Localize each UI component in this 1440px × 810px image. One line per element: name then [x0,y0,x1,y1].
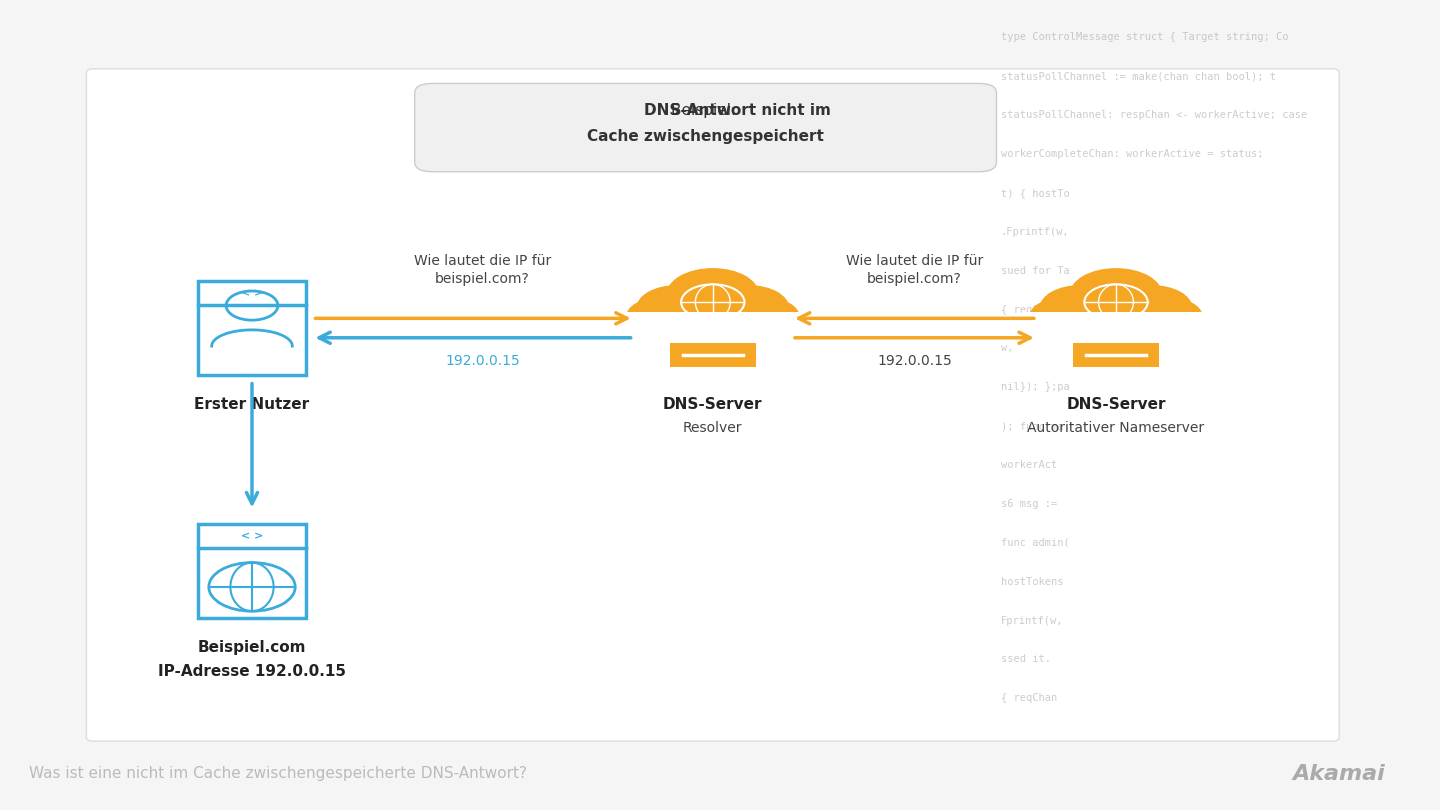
Text: Wie lautet die IP für
beispiel.com?: Wie lautet die IP für beispiel.com? [413,254,552,286]
Text: Erster Nutzer: Erster Nutzer [194,397,310,412]
Text: DNS-Server: DNS-Server [662,397,763,412]
Circle shape [1040,285,1120,330]
Text: < >: < > [240,531,264,541]
Text: Cache zwischengespeichert: Cache zwischengespeichert [588,129,824,144]
Text: s6 msg :=: s6 msg := [1001,499,1057,509]
Text: { reqChan: { reqChan [1001,305,1057,314]
Circle shape [736,298,799,334]
Text: { reqChan: { reqChan [1001,693,1057,703]
Text: 192.0.0.15: 192.0.0.15 [445,354,520,368]
Circle shape [667,268,759,320]
Text: Beispiel:: Beispiel: [671,103,740,118]
Text: Fprintf(w,: Fprintf(w, [1001,616,1063,625]
FancyBboxPatch shape [670,343,756,367]
Text: func admin(: func admin( [1001,538,1070,548]
Text: Autoritativer Nameserver: Autoritativer Nameserver [1027,421,1205,435]
Text: Akamai: Akamai [1293,764,1385,783]
Text: ssed it.: ssed it. [1001,654,1051,664]
Circle shape [636,285,717,330]
Text: workerCompleteChan: workerActive = status;: workerCompleteChan: workerActive = statu… [1001,149,1263,159]
FancyBboxPatch shape [1073,343,1159,367]
Text: 192.0.0.15: 192.0.0.15 [877,354,952,368]
Circle shape [708,285,789,330]
Text: t) { hostTo: t) { hostTo [1001,188,1070,198]
Circle shape [1070,268,1162,320]
Text: ); func ma: ); func ma [1001,421,1063,431]
Text: sued for Ta: sued for Ta [1001,266,1070,275]
Text: hostTokens: hostTokens [1001,577,1063,586]
Text: statusPollChannel: respChan <- workerActive; case: statusPollChannel: respChan <- workerAct… [1001,110,1308,120]
Text: DNS-Antwort nicht im: DNS-Antwort nicht im [580,103,831,118]
Circle shape [1139,298,1202,334]
Text: DNS-Server: DNS-Server [1066,397,1166,412]
FancyBboxPatch shape [415,83,996,172]
Text: Beispiel.com: Beispiel.com [197,640,307,655]
Text: .Fprintf(w,: .Fprintf(w, [1001,227,1070,237]
Text: Resolver: Resolver [683,421,743,435]
Circle shape [626,298,690,334]
Bar [1022,312,1210,377]
Text: Was ist eine nicht im Cache zwischengespeicherte DNS-Antwort?: Was ist eine nicht im Cache zwischengesp… [29,766,527,781]
Text: < >: < > [240,288,264,298]
Text: IP-Adresse 192.0.0.15: IP-Adresse 192.0.0.15 [158,664,346,680]
Text: nil}); };pa: nil}); };pa [1001,382,1070,392]
Text: workerAct: workerAct [1001,460,1057,470]
Text: statusPollChannel := make(chan chan bool); t: statusPollChannel := make(chan chan bool… [1001,71,1276,81]
Bar [619,312,806,377]
Circle shape [1112,285,1192,330]
FancyBboxPatch shape [86,69,1339,741]
Text: Wie lautet die IP für
beispiel.com?: Wie lautet die IP für beispiel.com? [845,254,984,286]
Text: type ControlMessage struct { Target string; Co: type ControlMessage struct { Target stri… [1001,32,1289,42]
Circle shape [1030,298,1093,334]
Text: w, "ACTIVE": w, "ACTIVE" [1001,343,1070,353]
